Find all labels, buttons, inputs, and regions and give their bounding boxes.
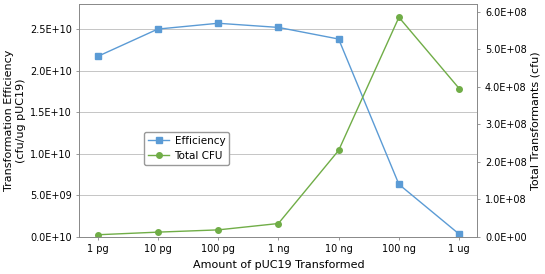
Efficiency bbox=[275, 26, 282, 29]
Efficiency bbox=[94, 55, 101, 58]
Y-axis label: Transformation Efficiency
(cfu/ug pUC19): Transformation Efficiency (cfu/ug pUC19) bbox=[4, 50, 26, 191]
Efficiency bbox=[155, 27, 161, 31]
Efficiency bbox=[215, 22, 221, 25]
Line: Total CFU: Total CFU bbox=[95, 15, 462, 238]
Total CFU bbox=[275, 222, 282, 225]
Line: Efficiency: Efficiency bbox=[95, 21, 462, 237]
Total CFU bbox=[396, 16, 402, 19]
Total CFU bbox=[94, 233, 101, 236]
Efficiency bbox=[396, 183, 402, 186]
Total CFU bbox=[456, 87, 463, 90]
X-axis label: Amount of pUC19 Transformed: Amount of pUC19 Transformed bbox=[192, 260, 364, 270]
Efficiency bbox=[335, 37, 342, 41]
Efficiency bbox=[456, 233, 463, 236]
Total CFU bbox=[335, 149, 342, 152]
Total CFU bbox=[155, 230, 161, 234]
Y-axis label: Total Transformants (cfu): Total Transformants (cfu) bbox=[531, 51, 541, 190]
Total CFU bbox=[215, 228, 221, 232]
Legend: Efficiency, Total CFU: Efficiency, Total CFU bbox=[144, 132, 229, 165]
